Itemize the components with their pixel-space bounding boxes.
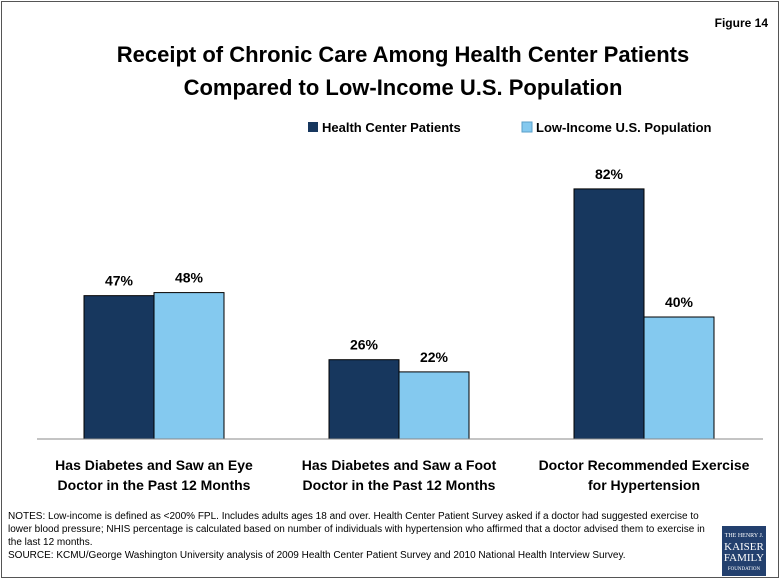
- x-tick-label: Has Diabetes and Saw an Eye Doctor in th…: [55, 457, 253, 493]
- bar: [83, 295, 155, 440]
- legend-swatch: [308, 122, 318, 132]
- logo-text: FAMILY: [723, 552, 765, 564]
- x-tick-label: Has Diabetes and Saw a Foot Doctor in th…: [301, 457, 497, 493]
- data-label: 48%: [175, 270, 204, 286]
- bar: [328, 359, 400, 440]
- x-tick-label: Doctor Recommended Exercise for Hyperten…: [538, 457, 750, 493]
- logo-text: THE HENRY J.: [724, 533, 764, 539]
- legend-label: Low-Income U.S. Population: [536, 120, 712, 135]
- bar: [573, 188, 645, 440]
- source: SOURCE: KCMU/George Washington Universit…: [8, 550, 626, 561]
- data-label: 40%: [665, 294, 694, 310]
- notes-block: NOTES: Low-income is defined as <200% FP…: [8, 510, 708, 562]
- legend-swatch: [521, 121, 533, 133]
- data-label: 82%: [595, 166, 624, 182]
- data-label: 22%: [420, 349, 449, 365]
- data-label: 26%: [350, 337, 379, 353]
- bar: [643, 316, 715, 440]
- bar: [398, 371, 470, 440]
- notes: NOTES: Low-income is defined as <200% FP…: [8, 511, 705, 548]
- logo-text: FOUNDATION: [727, 567, 761, 572]
- data-label: 47%: [105, 273, 134, 289]
- logo: THE HENRY J. KAISER FAMILY FOUNDATION: [722, 526, 766, 576]
- legend-label: Health Center Patients: [322, 120, 461, 135]
- logo-text: KAISER: [724, 541, 764, 553]
- chart-title: Receipt of Chronic Care Among Health Cen…: [116, 42, 690, 100]
- bar: [153, 292, 225, 440]
- figure-label: Figure 14: [714, 16, 768, 30]
